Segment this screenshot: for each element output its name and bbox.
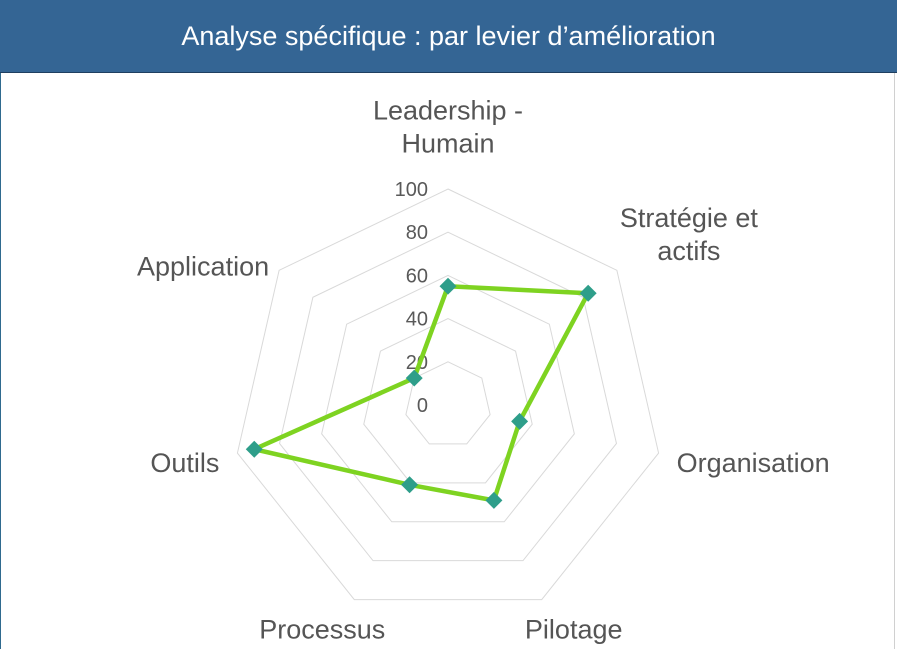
grid-ring-80 [278,231,618,562]
data-point-marker [511,412,529,430]
data-point-marker [245,440,263,458]
axis-label-line: Outils [150,448,219,478]
axis-label-line: Processus [259,615,385,645]
axis-label-line: Organisation [677,448,830,478]
radar-grid [236,188,660,601]
axis-label: Outils [150,448,219,478]
data-point-marker [439,277,457,295]
grid-ring-40 [363,318,533,484]
chart-header: Analyse spécifique : par levier d’amélio… [0,0,897,73]
data-point-marker [485,491,503,509]
data-point-marker [579,284,597,302]
axis-label-line: Leadership - [373,96,523,126]
grid-ring-100 [236,188,660,601]
axis-label: Leadership -Humain [373,96,523,159]
radar-axis-labels: Leadership -Humain Stratégie et actifs Orga… [137,96,830,645]
data-point-marker [401,476,419,494]
tick-label: 100 [395,179,428,201]
axis-label: Stratégie et actifs [620,203,759,266]
chart-title: Analyse spécifique : par levier d’amélio… [181,21,716,51]
grid-ring-60 [321,274,575,523]
axis-label: Organisation [677,448,830,478]
series-line [252,283,591,503]
radar-series [245,277,597,509]
tick-label: 0 [417,395,428,417]
axis-label-line: actifs [657,236,720,266]
axis-label-line: Stratégie et [620,203,759,233]
tick-label: 60 [406,265,428,287]
axis-label: Pilotage [525,615,623,645]
axis-label: Application [137,251,269,281]
axis-label-line: Humain [401,129,494,159]
axis-label-line: Application [137,251,269,281]
tick-label: 80 [406,222,428,244]
axis-label-line: Pilotage [525,615,623,645]
axis-label: Processus [259,615,385,645]
data-point-marker [405,369,423,387]
tick-label: 40 [406,309,428,331]
